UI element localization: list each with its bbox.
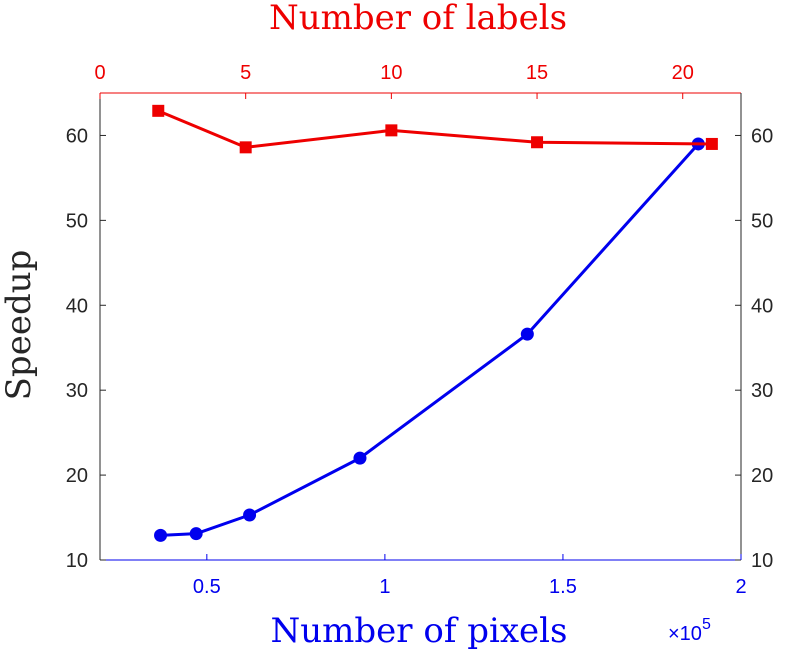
y-tick-label-right: 20 xyxy=(751,465,773,487)
pixels-series-point xyxy=(243,508,257,522)
y-tick-label-right: 60 xyxy=(751,125,773,147)
labels-series-point xyxy=(152,104,165,117)
y-tick-label-right: 30 xyxy=(751,380,773,402)
y-tick-label-right: 40 xyxy=(751,295,773,317)
labels-series-point xyxy=(385,124,398,137)
pixels-series-point xyxy=(353,451,367,465)
y-tick-label-left: 50 xyxy=(66,210,88,232)
labels-series-point xyxy=(239,141,252,154)
y-tick-label-left: 40 xyxy=(66,295,88,317)
y-tick-label-left: 30 xyxy=(66,380,88,402)
top-x-tick-label: 15 xyxy=(526,62,548,84)
labels-series-point xyxy=(531,136,544,149)
pixels-series-point xyxy=(520,327,534,341)
pixels-series-line xyxy=(160,142,700,537)
series xyxy=(152,104,718,542)
top-x-tick-label: 5 xyxy=(240,62,251,84)
bottom-x-tick-label: 0.5 xyxy=(193,576,221,598)
top-x-tick-label: 10 xyxy=(380,62,402,84)
y-axis-label: Speedup xyxy=(0,250,39,401)
y-tick-label-right: 10 xyxy=(751,550,773,572)
y-tick-label-right: 50 xyxy=(751,210,773,232)
y-tick-label-left: 20 xyxy=(66,465,88,487)
axes-frame xyxy=(99,92,742,561)
top-x-tick-label: 20 xyxy=(672,62,694,84)
y-tick-label-left: 10 xyxy=(66,550,88,572)
bottom-x-tick-label: 1.5 xyxy=(549,576,577,598)
top-axis-label: Number of labels xyxy=(269,0,567,38)
x-exponent-label: ×105 xyxy=(668,616,711,645)
bottom-x-tick-label: 1 xyxy=(379,576,390,598)
pixels-series-point xyxy=(154,528,168,542)
bottom-x-tick-label: 2 xyxy=(735,576,746,598)
pixels-series-point xyxy=(189,527,203,541)
bottom-axis-label: Number of pixels xyxy=(271,611,568,651)
top-x-tick-label: 0 xyxy=(94,62,105,84)
labels-series-point xyxy=(705,137,718,150)
y-tick-label-left: 60 xyxy=(66,125,88,147)
